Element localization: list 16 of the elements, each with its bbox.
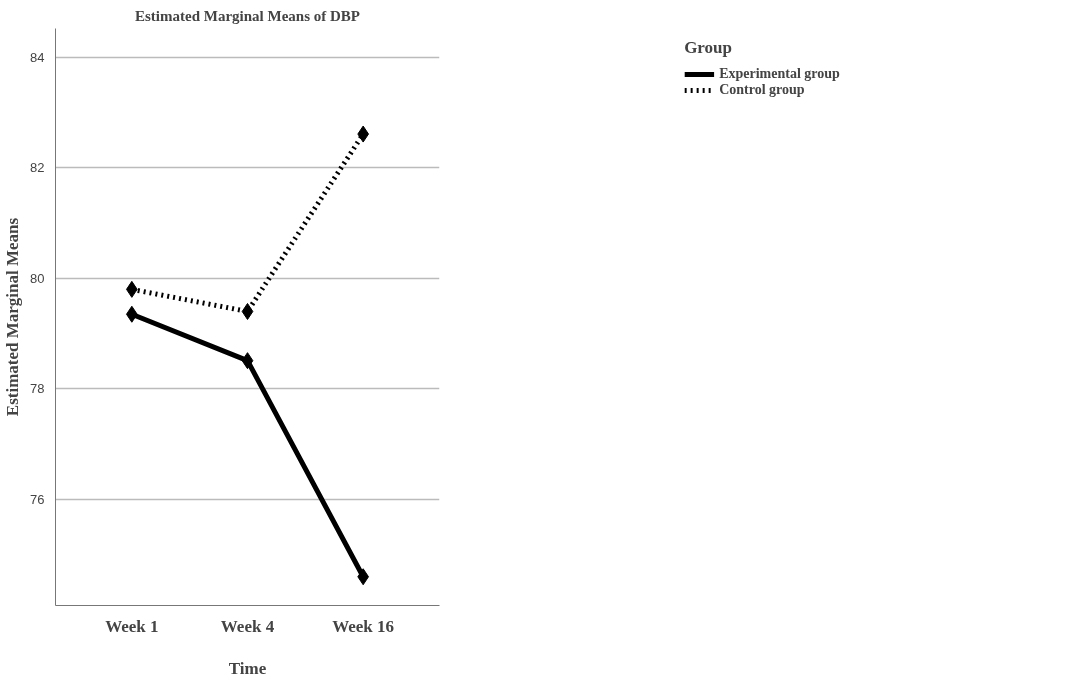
point [241, 352, 254, 370]
chart-title: Estimated Marginal Means of DBP [135, 7, 360, 24]
legend-label: Control group [719, 82, 805, 98]
legend-label: Experimental group [719, 66, 840, 82]
y-axis-title: Estimated Marginal Means [3, 217, 23, 417]
y-tick-label: 84 [30, 49, 45, 65]
x-tick-label: Week 4 [220, 616, 275, 636]
y-tick-label: 76 [30, 491, 45, 507]
y-tick-label: 82 [30, 160, 45, 176]
point [241, 302, 254, 320]
x-axis-title: Time [228, 658, 267, 678]
y-tick-label: 78 [30, 381, 45, 397]
y-tick-label: 80 [30, 270, 45, 286]
x-tick-label: Week 16 [332, 616, 395, 636]
x-tick-label: Week 1 [105, 616, 159, 636]
legend-title: Group [684, 38, 733, 58]
